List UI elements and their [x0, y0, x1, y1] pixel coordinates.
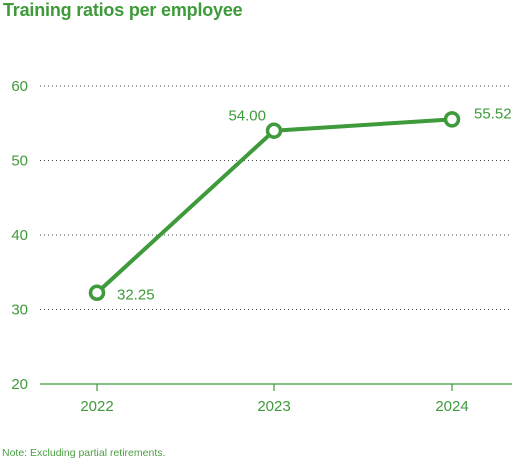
- line-chart: 20 30 40 50 60 2022 2023 2024 32.25 54.00 55.52: [11, 78, 512, 415]
- y-tick-label: 50: [11, 153, 28, 170]
- data-point: [265, 122, 283, 139]
- y-tick-label: 20: [11, 376, 28, 393]
- data-point: [88, 284, 106, 301]
- x-tick-labels: 2022 2023 2024: [80, 398, 468, 415]
- y-tick-label: 30: [11, 302, 28, 319]
- x-axis: [40, 383, 512, 391]
- y-tick-label: 40: [11, 227, 28, 244]
- x-tick-label: 2024: [435, 398, 468, 415]
- data-label: 54.00: [228, 108, 266, 125]
- series-line: [95, 117, 454, 295]
- y-tick-label: 60: [11, 78, 28, 95]
- footnote: Note: Excluding partial retirements.: [2, 447, 166, 459]
- data-point: [443, 111, 461, 128]
- gridlines: [40, 85, 512, 310]
- data-label: 32.25: [117, 287, 155, 304]
- x-tick-label: 2023: [257, 398, 290, 415]
- data-points: [88, 111, 461, 301]
- data-label: 55.52: [474, 105, 512, 122]
- series-line-path: [95, 117, 454, 295]
- y-tick-labels: 20 30 40 50 60: [11, 78, 28, 393]
- chart-title: Training ratios per employee: [3, 0, 243, 20]
- data-labels: 32.25 54.00 55.52: [117, 105, 512, 303]
- x-tick-label: 2022: [80, 398, 113, 415]
